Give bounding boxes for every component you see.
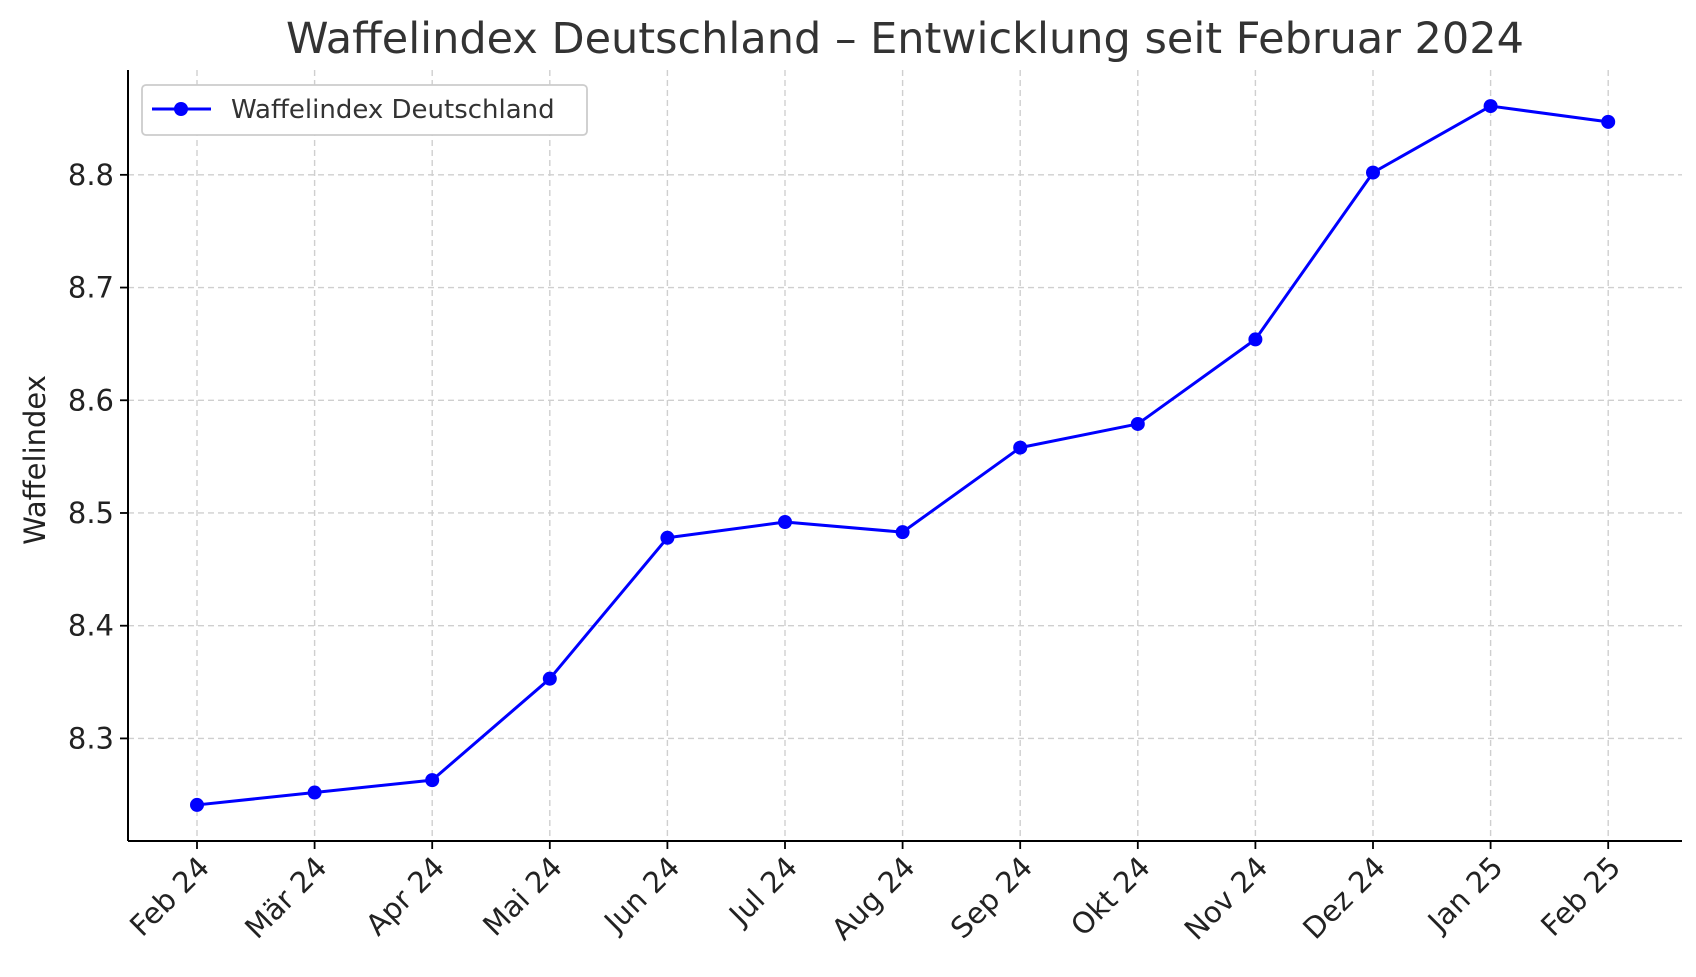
x-tick-label: Feb 25 — [1534, 850, 1627, 943]
x-tick-label: Mär 24 — [238, 850, 333, 945]
legend-box — [141, 84, 588, 136]
y-tick-label: 8.3 — [68, 721, 114, 755]
series-layer — [190, 99, 1616, 812]
legend-label: Waffelindex Deutschland — [231, 95, 555, 125]
data-point — [778, 515, 792, 530]
y-tick-label: 8.8 — [68, 158, 114, 192]
data-point — [190, 797, 204, 812]
x-tick-label: Jul 24 — [721, 850, 804, 933]
ticks: Feb 24 Mär 24 Apr 24 Mai 24 Jun 24 Jul 24 Aug … — [68, 158, 1627, 947]
x-tick-label: Dez 24 — [1296, 850, 1392, 946]
x-tick-label: Apr 24 — [359, 850, 451, 942]
chart-title: Waffelindex Deutschland – Entwicklung se… — [286, 14, 1524, 64]
x-tick-label: Aug 24 — [825, 850, 922, 947]
data-point — [1013, 440, 1028, 455]
data-point — [307, 785, 322, 800]
data-point — [895, 525, 910, 540]
data-point — [1366, 165, 1380, 180]
legend: Waffelindex Deutschland — [141, 84, 588, 136]
y-tick-label: 8.6 — [68, 383, 114, 417]
data-point — [542, 671, 557, 686]
axes — [127, 70, 1682, 842]
grid — [128, 70, 1682, 841]
x-tick-label: Sep 24 — [944, 850, 1039, 945]
data-point — [1483, 99, 1498, 114]
y-tick-label: 8.5 — [68, 496, 114, 530]
data-point — [660, 530, 675, 545]
data-point — [1248, 332, 1263, 347]
x-tick-label: Okt 24 — [1064, 850, 1157, 943]
x-tick-label: Jun 24 — [596, 850, 686, 940]
x-tick-label: Nov 24 — [1178, 850, 1275, 947]
data-point — [425, 773, 440, 788]
y-tick-label: 8.7 — [68, 271, 114, 305]
x-tick-label: Mai 24 — [476, 850, 569, 943]
data-point — [1130, 416, 1145, 431]
y-axis-label: Waffelindex — [18, 375, 52, 545]
x-tick-label: Feb 24 — [123, 850, 216, 943]
y-tick-label: 8.4 — [68, 609, 114, 643]
legend-marker-icon — [174, 102, 188, 116]
x-tick-label: Jan 25 — [1420, 850, 1510, 940]
data-point — [1601, 114, 1616, 129]
